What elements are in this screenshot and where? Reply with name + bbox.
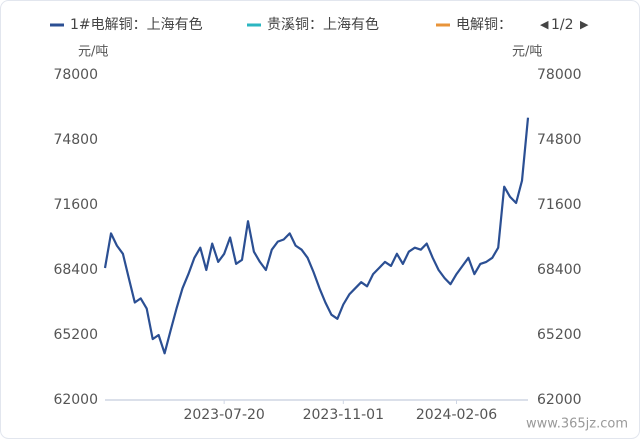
y-tick-label: 78000 [53,67,98,83]
y2-axis-label: 元/吨 [512,45,542,60]
pager-prev[interactable]: ◀ [540,18,549,31]
y2-tick-label: 68400 [537,262,582,278]
x-tick-label: 2024-02-06 [416,407,497,423]
y2-tick-label: 78000 [537,67,582,83]
y-tick-label: 65200 [53,327,98,343]
x-tick-label: 2023-11-01 [303,407,384,423]
y2-tick-label: 71600 [537,197,582,213]
legend-label: 1#电解铜：上海有色 [70,16,203,33]
y2-tick-label: 62000 [537,392,582,408]
legend-label: 贵溪铜：上海有色 [267,16,379,33]
legend-label: 电解铜： [456,17,512,33]
x-tick-label: 2023-07-20 [183,407,264,423]
y-tick-label: 74800 [53,132,98,148]
y-axis-label: 元/吨 [78,45,108,60]
y-tick-label: 71600 [53,197,98,213]
series-line [103,117,530,355]
legend-page: 1/2 [551,17,574,33]
y-tick-label: 62000 [53,392,98,408]
watermark: www.365jz.com [526,417,628,432]
y2-tick-label: 74800 [537,132,582,148]
pager-next[interactable]: ▶ [580,18,589,31]
y2-tick-label: 65200 [537,327,582,343]
y-tick-label: 68400 [53,262,98,278]
